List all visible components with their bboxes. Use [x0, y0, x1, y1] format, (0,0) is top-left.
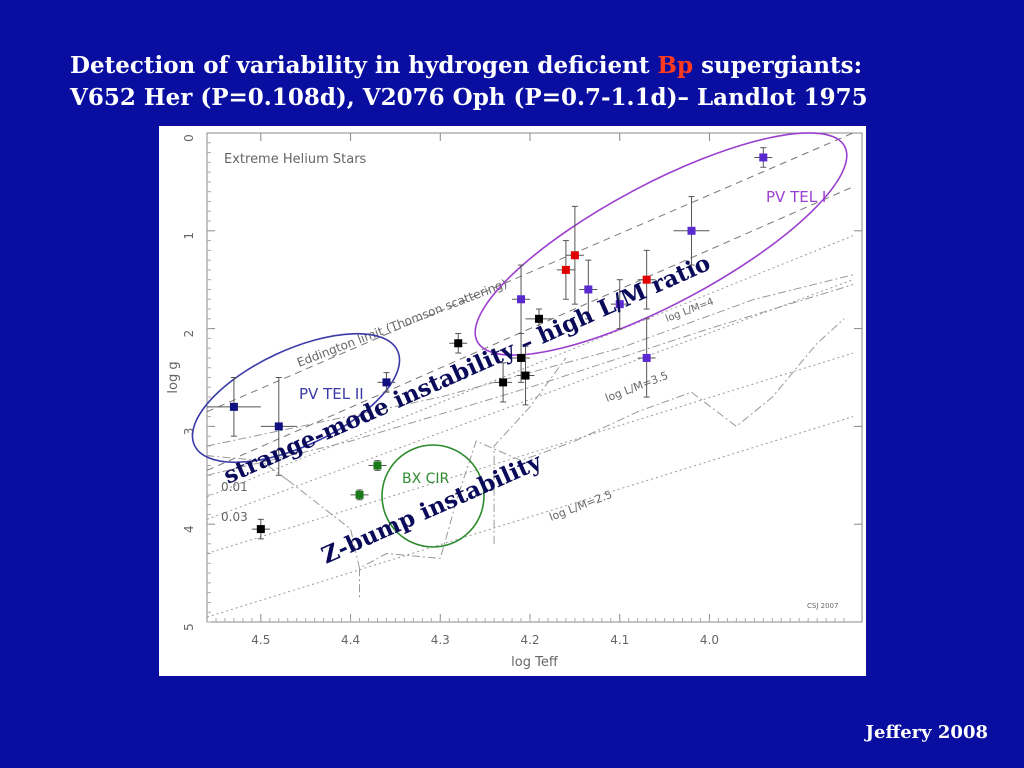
x-axis-label: log Teff	[511, 655, 559, 670]
data-point	[642, 353, 651, 362]
data-point	[274, 422, 283, 431]
lm25-label: log L/M=2.5	[547, 488, 614, 524]
eddington-limit-line	[206, 132, 854, 413]
lm-line	[206, 235, 854, 498]
data-point	[759, 153, 768, 162]
lm4-label: log L/M=4	[664, 296, 715, 324]
x-tick-label: 4.2	[520, 633, 539, 647]
data-point	[499, 378, 508, 387]
y-tick-label: 4	[182, 525, 196, 533]
plot-frame	[206, 132, 863, 623]
lm35-label: log L/M=3.5	[603, 369, 670, 405]
title-line1-post: supergiants:	[693, 52, 863, 79]
pv-tel-i-label: PV TEL I	[766, 188, 826, 206]
pv-tel-i-region	[474, 132, 848, 356]
slide-credit: Jeffery 2008	[865, 722, 988, 743]
data-point	[570, 251, 579, 260]
data-point	[382, 378, 391, 387]
data-point	[454, 339, 463, 348]
x-tick-label: 4.4	[341, 633, 360, 647]
data-point	[521, 371, 530, 380]
y-axis-label: log g	[166, 361, 181, 393]
y-tick-label: 2	[182, 330, 196, 338]
data-point	[517, 353, 526, 362]
data-point	[229, 402, 238, 411]
evolution-track	[287, 318, 845, 569]
data-point	[615, 300, 624, 309]
chart-title: Extreme Helium Stars	[224, 152, 367, 167]
x-tick-label: 4.3	[431, 633, 450, 647]
eddington-limit-line-2	[206, 186, 854, 471]
data-point	[584, 285, 593, 294]
data-point	[642, 275, 651, 284]
pv-tel-ii-region	[191, 332, 401, 464]
evolution-track	[493, 357, 567, 544]
data-point	[256, 525, 265, 534]
lm-line	[206, 352, 854, 554]
data-point	[534, 314, 543, 323]
y-tick-label: 1	[182, 232, 196, 240]
y-tick-label: 5	[182, 623, 196, 631]
mass-label-003: 0.03	[221, 510, 248, 524]
x-tick-label: 4.5	[251, 633, 270, 647]
data-point	[355, 490, 364, 499]
evolution-track	[206, 284, 854, 476]
mass-label-001: 0.01	[221, 480, 248, 494]
hr-diagram-chart: 4.5 4.4 4.3 4.2 4.1 4.0 0 1 2 3 4 5 log Teff log g Ext…	[166, 132, 863, 670]
chart-panel: 4.5 4.4 4.3 4.2 4.1 4.0 0 1 2 3 4 5 log Teff log g Ext…	[159, 126, 866, 676]
pv-tel-ii-label: PV TEL II	[299, 385, 364, 403]
title-line2: V652 Her (P=0.108d), V2076 Oph (P=0.7-1.…	[70, 84, 868, 111]
title-highlight: Bp	[657, 52, 694, 79]
data-point	[517, 295, 526, 304]
data-point	[561, 265, 570, 274]
data-point	[373, 461, 382, 470]
slide-title: Detection of variability in hydrogen def…	[70, 50, 1010, 114]
chart-credit-note: CSJ 2007	[807, 602, 838, 610]
data-point	[687, 226, 696, 235]
x-tick-label: 4.1	[610, 633, 629, 647]
y-tick-label: 0	[182, 134, 196, 142]
bx-cir-region	[381, 444, 485, 548]
y-tick-label: 3	[182, 428, 196, 436]
x-tick-label: 4.0	[700, 633, 719, 647]
bx-cir-label: BX CIR	[402, 471, 450, 487]
title-line1-pre: Detection of variability in hydrogen def…	[70, 52, 658, 79]
